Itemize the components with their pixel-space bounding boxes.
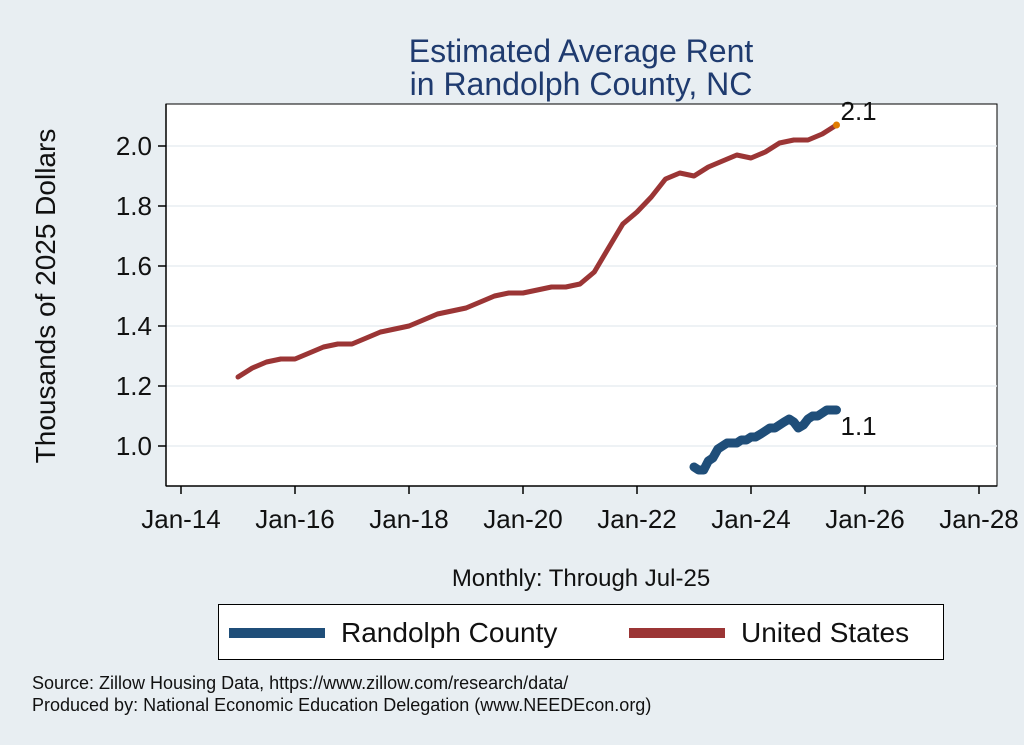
x-tick-label: Jan-28 xyxy=(939,504,1019,534)
end-label-united-states: 2.1 xyxy=(841,96,877,126)
x-tick-label: Jan-14 xyxy=(141,504,221,534)
y-axis-label: Thousands of 2025 Dollars xyxy=(30,129,61,464)
x-tick-label: Jan-20 xyxy=(483,504,563,534)
series-line-united-states xyxy=(235,122,839,380)
legend: Randolph County United States xyxy=(218,604,944,660)
footer: Source: Zillow Housing Data, https://www… xyxy=(32,672,651,716)
x-tick-label: Jan-16 xyxy=(255,504,335,534)
x-tick-label: Jan-22 xyxy=(597,504,677,534)
y-tick-label: 1.4 xyxy=(116,311,152,341)
legend-label-randolph-county: Randolph County xyxy=(341,617,558,648)
x-tick-label: Jan-24 xyxy=(711,504,791,534)
end-point-united-states xyxy=(833,121,840,129)
chart-title-line-1: Estimated Average Rent xyxy=(409,33,754,69)
legend-swatch-united-states xyxy=(629,628,725,638)
x-axis-label: Monthly: Through Jul-25 xyxy=(452,565,710,592)
series-line-randolph-county xyxy=(689,405,841,475)
producer-note: Produced by: National Economic Education… xyxy=(32,695,652,715)
line-chart: Estimated Average Rent in Randolph Count… xyxy=(30,33,1019,592)
y-tick-label: 1.0 xyxy=(116,431,152,461)
legend-label-united-states: United States xyxy=(741,617,910,648)
chart-title-line-2: in Randolph County, NC xyxy=(410,66,753,102)
plot-area xyxy=(165,103,998,487)
x-tick-label: Jan-26 xyxy=(825,504,905,534)
y-tick-label: 1.6 xyxy=(116,251,152,281)
legend-item-randolph-county: Randolph County xyxy=(229,605,557,661)
y-tick-label: 1.8 xyxy=(116,191,152,221)
y-tick-label: 2.0 xyxy=(116,131,152,161)
end-label-randolph-county: 1.1 xyxy=(841,411,877,441)
legend-swatch-randolph-county xyxy=(229,628,325,638)
legend-item-united-states: United States xyxy=(629,605,909,661)
x-tick-label: Jan-18 xyxy=(369,504,449,534)
source-note: Source: Zillow Housing Data, https://www… xyxy=(32,673,569,693)
y-tick-label: 1.2 xyxy=(116,371,152,401)
